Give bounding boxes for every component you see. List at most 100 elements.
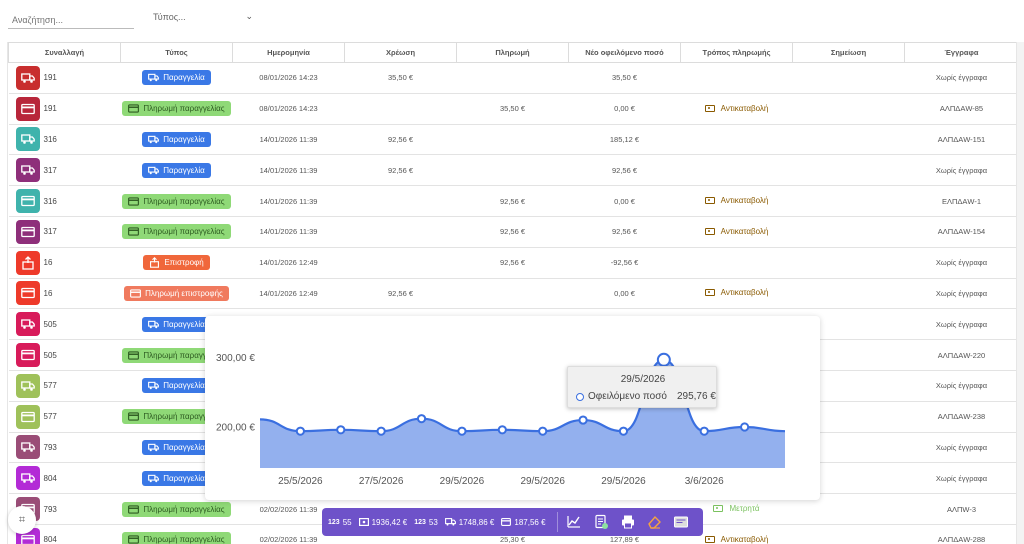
- stat-total-count-value: 55: [342, 517, 352, 527]
- table-row[interactable]: 317 Παραγγελία 14/01/2026 11:39 92,56 €92,5…: [8, 154, 1016, 187]
- type-badge[interactable]: Παραγγελία: [142, 470, 211, 486]
- cell-payment-method: Αντικαταβολή: [680, 524, 793, 544]
- column-header-type[interactable]: Τύπος: [120, 42, 233, 63]
- table-row[interactable]: 191 Παραγγελία 08/01/2026 14:23 35,50 €35,5…: [8, 62, 1016, 94]
- transaction-number: 793: [43, 442, 57, 452]
- table-row[interactable]: 16 Επιστροφή 14/01/2026 12:49 92,56 € -92,56…: [8, 247, 1016, 279]
- type-badge[interactable]: Πληρωμή επιστροφής: [124, 285, 229, 301]
- cell-documents[interactable]: ΕΛΠΔΑW-1: [904, 185, 1016, 217]
- column-header-payment[interactable]: Πληρωμή: [456, 42, 569, 63]
- cell-documents[interactable]: Χωρίς έγγραφα: [904, 62, 1016, 94]
- table-row[interactable]: 317 Πληρωμή παραγγελίας 14/01/2026 11:39 92…: [8, 216, 1016, 248]
- data-point: [740, 422, 750, 432]
- type-badge-label: Παραγγελία: [163, 73, 205, 83]
- column-header-documents[interactable]: Έγγραφα: [904, 42, 1016, 63]
- column-header-transaction[interactable]: Συναλλαγή: [8, 42, 121, 63]
- cell-documents[interactable]: ΑΛΠΔΑW-220: [904, 339, 1016, 371]
- type-badge-icon: [148, 442, 160, 453]
- type-filter-select[interactable]: Τύπος... ⌄: [150, 6, 256, 29]
- column-header-new-balance[interactable]: Νέο οφειλόμενο ποσό: [568, 42, 681, 63]
- type-badge[interactable]: Πληρωμή παραγγελίας: [122, 347, 231, 363]
- column-header-payment-method[interactable]: Τρόπος πληρωμής: [680, 42, 793, 63]
- type-badge[interactable]: Επιστροφή: [143, 255, 210, 271]
- table-row[interactable]: 191 Πληρωμή παραγγελίας 08/01/2026 14:23 35…: [8, 93, 1016, 125]
- cell-documents[interactable]: Χωρίς έγγραφα: [904, 278, 1016, 310]
- x-tick-label: 3/6/2026: [685, 476, 724, 487]
- cell-documents[interactable]: ΑΛΠΔΑW-154: [904, 216, 1016, 248]
- type-badge-icon: [130, 288, 142, 299]
- cell-documents[interactable]: ΑΛΠΔΑW-238: [904, 401, 1016, 433]
- payment-method-label: Αντικαταβολή: [720, 196, 769, 206]
- cell-transaction: 317: [8, 216, 121, 248]
- truck-icon: [15, 435, 40, 460]
- cell-documents[interactable]: Χωρίς έγγραφα: [904, 154, 1016, 187]
- table-row[interactable]: 804 Πληρωμή παραγγελίας 02/02/2026 11:39 25…: [8, 524, 1016, 544]
- search-input[interactable]: [8, 6, 134, 29]
- column-header-date[interactable]: Ημερομηνία: [232, 42, 345, 63]
- type-badge[interactable]: Παραγγελία: [142, 162, 211, 178]
- cash-note-icon: [704, 535, 715, 543]
- type-badge-label: Παραγγελία: [163, 165, 205, 175]
- export-button[interactable]: [590, 512, 612, 532]
- cell-documents[interactable]: Χωρίς έγγραφα: [904, 432, 1016, 464]
- cell-transaction: 505: [8, 308, 121, 341]
- chevron-down-icon: ⌄: [245, 11, 253, 21]
- cell-transaction: 804: [8, 462, 121, 495]
- data-point: [538, 426, 548, 436]
- table-row[interactable]: 316 Παραγγελία 14/01/2026 11:39 92,56 € 185,…: [8, 124, 1016, 156]
- type-badge[interactable]: Παραγγελία: [142, 439, 211, 455]
- type-badge-icon: [148, 134, 160, 145]
- cell-date: 14/01/2026 11:39: [232, 124, 345, 156]
- cell-charge: [344, 247, 457, 279]
- type-badge[interactable]: Παραγγελία: [142, 316, 211, 332]
- chart-toggle-button[interactable]: [563, 512, 585, 532]
- type-badge[interactable]: Πληρωμή παραγγελίας: [122, 409, 231, 425]
- cell-documents[interactable]: ΑΛΠΔΑW-85: [904, 93, 1016, 125]
- type-badge[interactable]: Πληρωμή παραγγελίας: [122, 224, 231, 240]
- cell-documents[interactable]: ΑΛΠΔΑW-288: [904, 524, 1016, 544]
- cell-documents[interactable]: Χωρίς έγγραφα: [904, 308, 1016, 341]
- print-button[interactable]: [617, 512, 639, 532]
- table-row[interactable]: 316 Πληρωμή παραγγελίας 14/01/2026 11:39 92…: [8, 185, 1016, 217]
- column-header-note[interactable]: Σημείωση: [792, 42, 905, 63]
- selection-mode-button[interactable]: ⌗: [8, 506, 36, 534]
- cell-balance: 0,00 €: [568, 278, 681, 310]
- view-toggle-button[interactable]: [670, 512, 692, 532]
- vertical-scrollbar[interactable]: [1017, 42, 1024, 544]
- cell-documents[interactable]: Χωρίς έγγραφα: [904, 247, 1016, 279]
- type-badge[interactable]: Παραγγελία: [142, 70, 211, 86]
- type-badge-label: Επιστροφή: [164, 258, 204, 268]
- type-badge[interactable]: Πληρωμή παραγγελίας: [122, 501, 231, 517]
- type-badge[interactable]: Πληρωμή παραγγελίας: [122, 101, 231, 117]
- cell-documents[interactable]: Χωρίς έγγραφα: [904, 462, 1016, 495]
- column-header-charge[interactable]: Χρέωση: [344, 42, 457, 63]
- clear-filters-button[interactable]: [644, 512, 666, 532]
- type-badge[interactable]: Παραγγελία: [142, 131, 211, 147]
- payment-method-label: Αντικαταβολή: [720, 226, 769, 236]
- transaction-number: 16: [43, 288, 53, 298]
- cell-balance: 0,00 €: [568, 185, 681, 217]
- cell-documents[interactable]: ΑΛΠW-3: [904, 493, 1016, 525]
- return-box-icon: [15, 250, 40, 275]
- truck-icon: [15, 466, 40, 491]
- transaction-number: 804: [43, 473, 57, 483]
- type-badge[interactable]: Παραγγελία: [142, 378, 211, 394]
- cell-documents[interactable]: ΑΛΠΔΑW-151: [904, 124, 1016, 156]
- cell-documents[interactable]: Χωρίς έγγραφα: [904, 370, 1016, 402]
- stat-payments-amount-value: 187,56 €: [514, 517, 546, 527]
- cell-type: Πληρωμή παραγγελίας: [120, 216, 233, 248]
- cell-payment: [456, 124, 569, 156]
- cell-note: [792, 247, 905, 279]
- truck-icon: [15, 158, 40, 183]
- type-badge[interactable]: Πληρωμή παραγγελίας: [122, 532, 231, 544]
- x-tick-label: 29/5/2026: [601, 476, 646, 487]
- table-row[interactable]: 16 Πληρωμή επιστροφής 14/01/2026 12:49 92,5…: [8, 278, 1016, 310]
- type-badge[interactable]: Πληρωμή παραγγελίας: [122, 193, 231, 209]
- x-tick-label: 29/5/2026: [520, 476, 565, 487]
- type-badge-label: Παραγγελία: [163, 319, 205, 329]
- stat-total-amount: 1936,42 €: [358, 518, 407, 527]
- cell-date: 02/02/2026 11:39: [232, 524, 345, 544]
- x-tick-label: 25/5/2026: [278, 476, 323, 487]
- cell-type: Παραγγελία: [120, 124, 233, 156]
- payment-method-label: Αντικαταβολή: [720, 103, 769, 113]
